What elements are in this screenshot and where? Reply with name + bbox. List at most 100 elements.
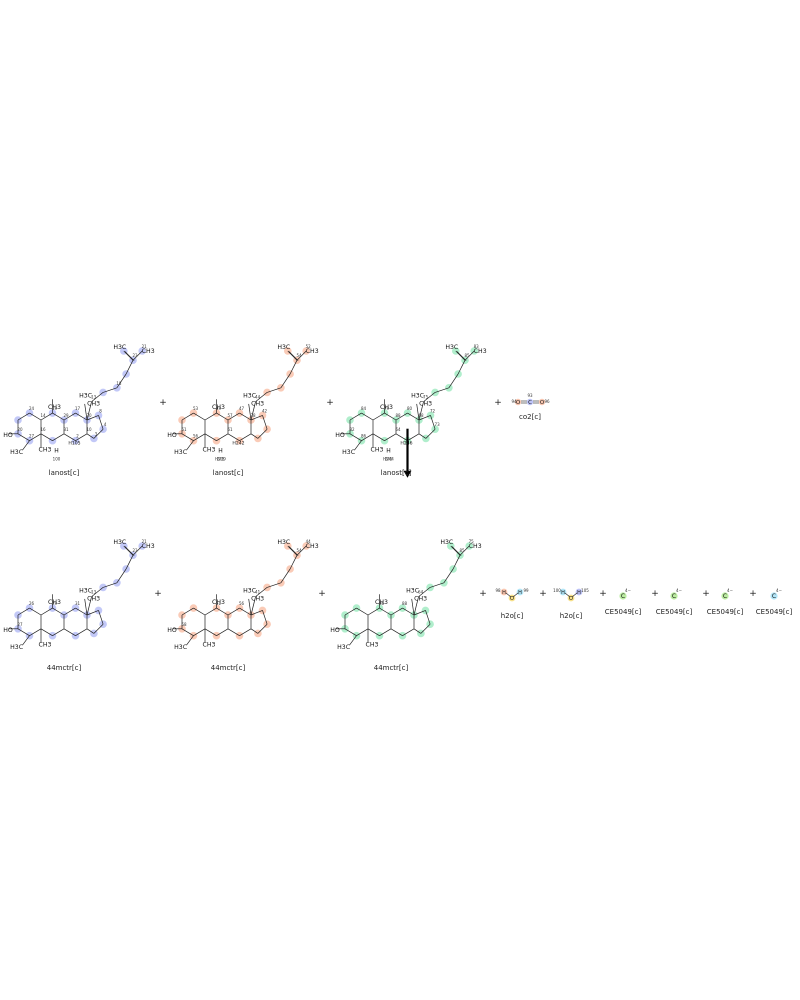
compound-label: 44mctr[c] bbox=[374, 664, 409, 672]
bond bbox=[63, 412, 76, 421]
atom-number: 10 bbox=[86, 427, 92, 432]
atom-label: H3C bbox=[79, 588, 92, 595]
bond bbox=[564, 592, 571, 598]
atom-number: 44 bbox=[255, 395, 261, 400]
bond bbox=[84, 598, 88, 616]
atom-highlight bbox=[500, 588, 508, 596]
bond bbox=[17, 433, 30, 442]
bond bbox=[132, 545, 143, 556]
atom-number: 18 bbox=[116, 381, 122, 386]
atom-number: 38 bbox=[250, 413, 256, 418]
atom-highlight bbox=[71, 631, 80, 640]
bond bbox=[289, 360, 298, 375]
atom-number: H239 bbox=[215, 457, 226, 462]
bond bbox=[239, 628, 252, 637]
atom-highlight bbox=[516, 588, 524, 596]
atom-number: 96 bbox=[544, 399, 550, 404]
bond bbox=[204, 628, 217, 637]
bond bbox=[181, 412, 194, 421]
atom-number: 93 bbox=[527, 393, 533, 398]
atom-label: CH3 bbox=[142, 348, 155, 355]
atom-charge: 4− bbox=[776, 588, 782, 593]
atom-label: H3C bbox=[174, 449, 187, 456]
compound-label: h2o[c] bbox=[501, 612, 524, 620]
bond bbox=[402, 628, 415, 637]
bond bbox=[116, 568, 127, 583]
bond bbox=[75, 607, 88, 616]
atom-number: 88 bbox=[402, 601, 408, 606]
bond bbox=[204, 607, 217, 616]
atom-number: 80 bbox=[407, 406, 413, 411]
bond bbox=[512, 592, 519, 598]
bond bbox=[452, 555, 461, 570]
compound-label: 44mctr[c] bbox=[211, 664, 246, 672]
atom-number: 30 bbox=[86, 413, 92, 418]
atom-number: 41 bbox=[255, 590, 261, 595]
bond bbox=[296, 350, 307, 361]
bond bbox=[239, 412, 252, 421]
bond bbox=[349, 433, 362, 442]
atom-label: O bbox=[510, 596, 514, 602]
atom-label: CH3 bbox=[212, 599, 225, 606]
bond bbox=[361, 433, 374, 442]
atom-number: 44 bbox=[306, 539, 312, 544]
carbon-fragment: C4− CE5049[c] bbox=[756, 588, 793, 616]
bond bbox=[40, 433, 53, 442]
atom-number: 23 bbox=[132, 353, 138, 358]
bond bbox=[413, 596, 419, 616]
bond bbox=[193, 433, 206, 442]
atom-label: H3C bbox=[10, 644, 23, 651]
atom-number: 23 bbox=[132, 548, 138, 553]
plus-sign: + bbox=[651, 589, 659, 599]
atom-number: 21 bbox=[142, 539, 148, 544]
bond bbox=[52, 433, 65, 442]
bond bbox=[361, 412, 374, 421]
bond bbox=[413, 610, 426, 616]
atom-label: CH3 bbox=[39, 642, 52, 649]
bond bbox=[266, 582, 282, 588]
bond bbox=[193, 412, 206, 421]
plus-sign: + bbox=[159, 398, 167, 408]
bond bbox=[17, 607, 30, 616]
atom-label: C bbox=[772, 593, 776, 600]
atom-label: CH3 bbox=[414, 596, 427, 603]
atom-number: 88 bbox=[395, 413, 401, 418]
bond bbox=[287, 545, 298, 556]
atom-label: HO bbox=[335, 432, 345, 439]
bond bbox=[125, 555, 134, 570]
atom-number: 54 bbox=[296, 353, 302, 358]
atom-number: 54 bbox=[296, 548, 302, 553]
bond bbox=[464, 350, 475, 361]
bond bbox=[379, 628, 392, 637]
bond bbox=[102, 387, 118, 393]
atom-number: 57 bbox=[227, 413, 233, 418]
bond bbox=[86, 415, 99, 421]
bond bbox=[459, 545, 470, 556]
atom-label: H3C bbox=[79, 393, 92, 400]
atom-label: CH3 bbox=[474, 348, 487, 355]
atom-highlight bbox=[403, 409, 412, 417]
atom-label: C bbox=[723, 593, 727, 600]
bond bbox=[116, 373, 127, 388]
atom-label: H bbox=[502, 590, 506, 596]
bond bbox=[52, 628, 65, 637]
bond bbox=[248, 598, 252, 616]
bond bbox=[91, 587, 104, 597]
bond bbox=[75, 628, 88, 637]
atom-highlight bbox=[575, 588, 583, 596]
atom-highlight bbox=[721, 592, 729, 600]
atom-highlight bbox=[258, 411, 267, 420]
bond bbox=[418, 401, 424, 421]
bond bbox=[413, 628, 422, 634]
bond bbox=[356, 607, 369, 616]
atom-number: 24 bbox=[29, 406, 35, 411]
atom-label: HO bbox=[330, 627, 340, 634]
atom-label: CH3 bbox=[380, 404, 393, 411]
double-bond bbox=[451, 546, 462, 556]
atom-highlight bbox=[670, 592, 678, 600]
plus-sign: + bbox=[702, 589, 710, 599]
